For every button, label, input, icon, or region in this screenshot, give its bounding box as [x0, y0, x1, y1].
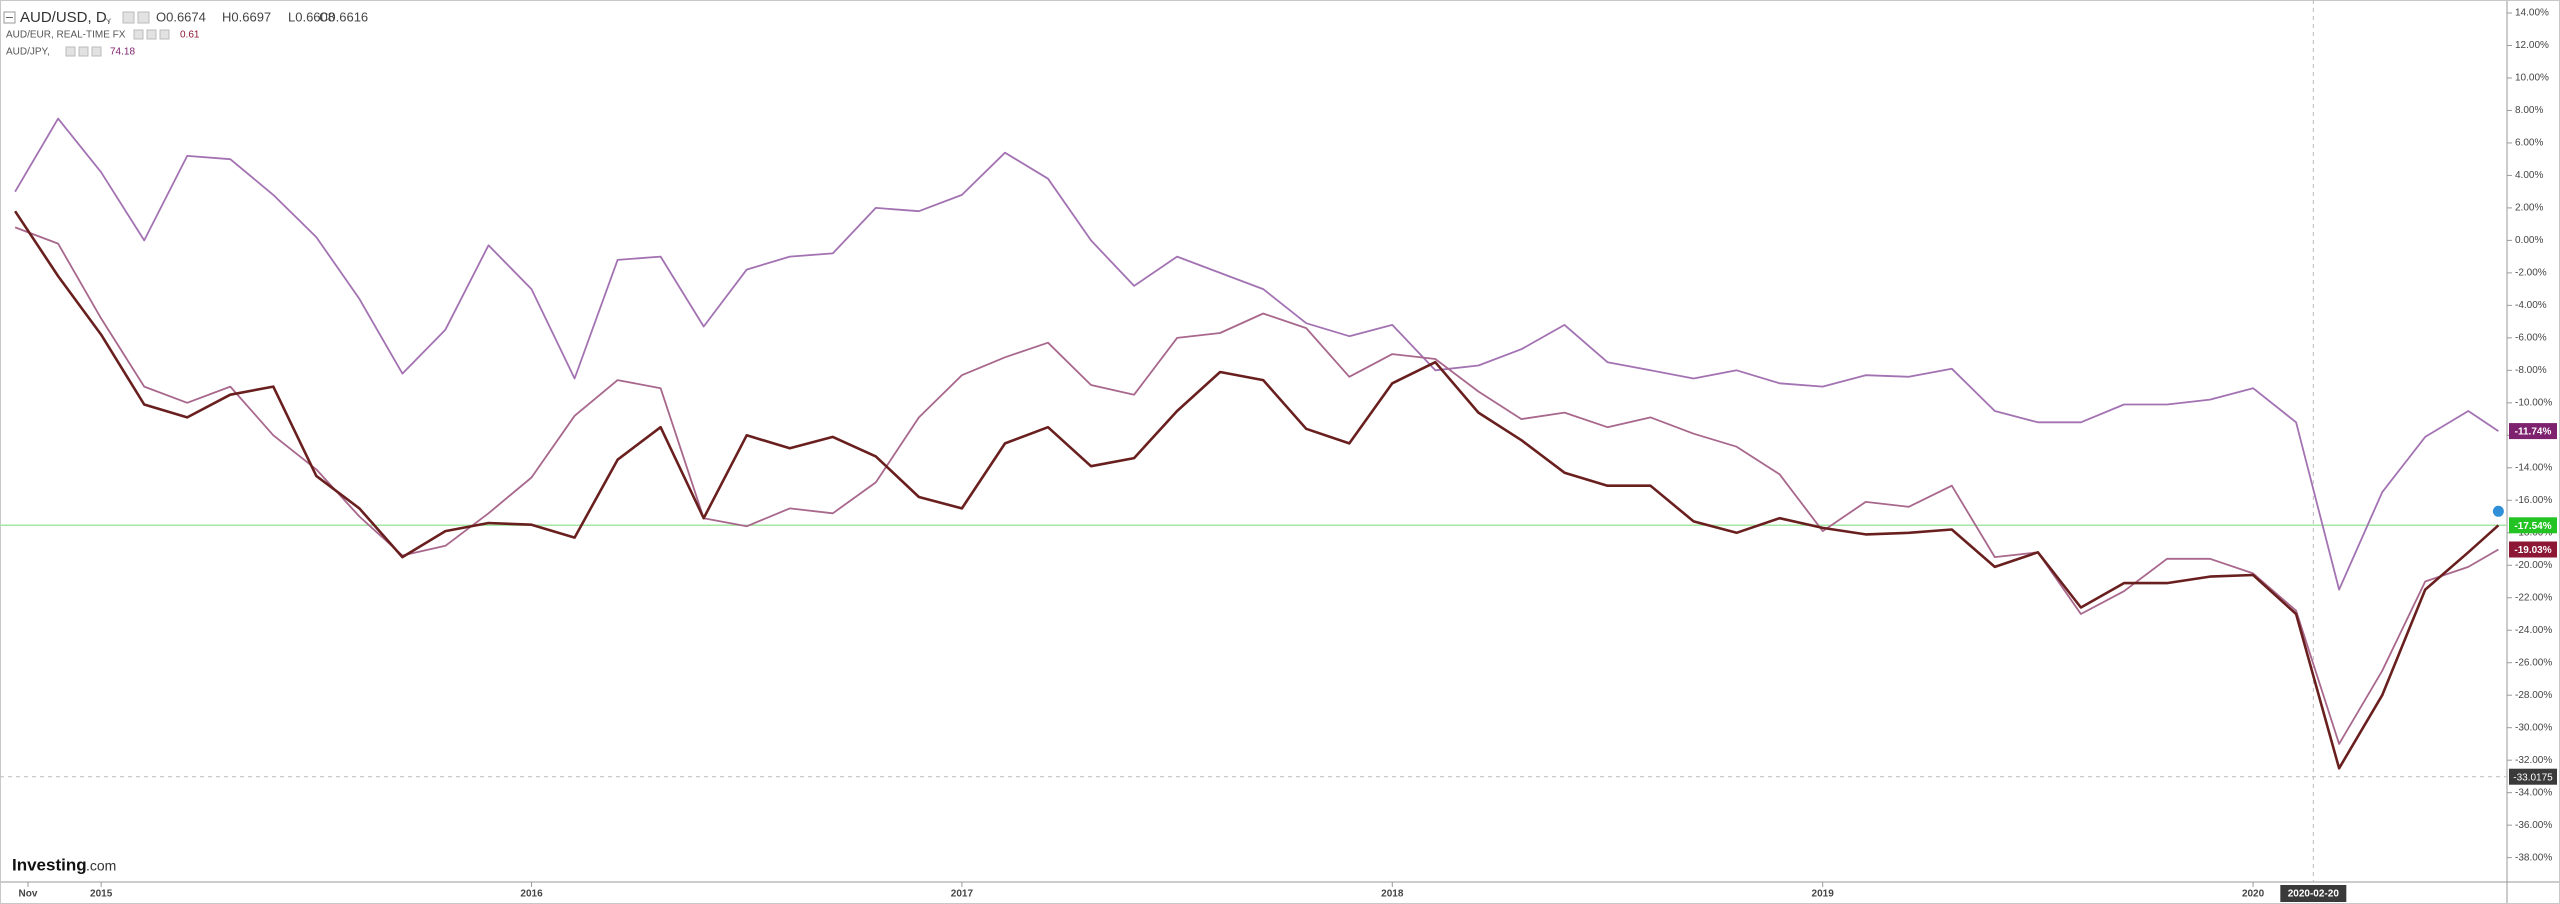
y-tick-label: -36.00%	[2515, 820, 2552, 831]
last-value-label: -19.03%	[2514, 545, 2551, 556]
y-tick-label: -38.00%	[2515, 852, 2552, 863]
y-tick-label: -22.00%	[2515, 592, 2552, 603]
y-tick-label: -34.00%	[2515, 787, 2552, 798]
y-tick-label: -8.00%	[2515, 365, 2547, 376]
crosshair-y-label: -33.0175	[2513, 772, 2553, 783]
y-tick-label: 6.00%	[2515, 138, 2543, 149]
y-tick-label: -28.00%	[2515, 690, 2552, 701]
y-tick-label: 2.00%	[2515, 203, 2543, 214]
last-value-box	[2509, 517, 2557, 534]
last-value-label: -11.74%	[2515, 427, 2552, 438]
x-tick-label: 2020	[2242, 889, 2265, 900]
legend-low: L0.6608	[288, 9, 335, 24]
y-tick-label: -30.00%	[2515, 722, 2552, 733]
x-tick-label: 2019	[1812, 889, 1835, 900]
last-point-marker	[2491, 504, 2505, 518]
y-tick-label: -4.00%	[2515, 300, 2547, 311]
legend-icon[interactable]	[65, 46, 76, 57]
last-value-box	[2509, 423, 2557, 440]
x-tick-label: 2018	[1381, 889, 1404, 900]
y-tick-label: 4.00%	[2515, 170, 2543, 181]
crosshair-y-box	[2509, 768, 2557, 785]
y-tick-label: -10.00%	[2515, 397, 2552, 408]
y-tick-label: -32.00%	[2515, 755, 2552, 766]
watermark: Investing	[12, 855, 87, 874]
y-tick-label: 10.00%	[2515, 73, 2549, 84]
crosshair-x-label: 2020-02-20	[2288, 889, 2340, 900]
x-tick-label: 2016	[520, 889, 543, 900]
y-tick-label: -24.00%	[2515, 625, 2552, 636]
series-line	[14, 117, 2499, 591]
legend-icon[interactable]	[159, 29, 170, 40]
y-tick-label: 8.00%	[2515, 105, 2543, 116]
legend-last: 74.18	[110, 47, 135, 58]
y-tick-label: -6.00%	[2515, 332, 2547, 343]
collapse-icon[interactable]	[3, 11, 16, 24]
y-tick-label: -20.00%	[2515, 560, 2552, 571]
legend-icon[interactable]	[91, 46, 102, 57]
y-tick-label: 0.00%	[2515, 235, 2543, 246]
y-tick-label: -26.00%	[2515, 657, 2552, 668]
crosshair-x-box	[2280, 885, 2347, 902]
legend-high: H0.6697	[222, 9, 271, 24]
legend-close: C0.6616	[319, 9, 368, 24]
x-tick-label: 2015	[90, 889, 113, 900]
legend: AUD/USD, D, ⌄ O0.6674 H0.6697 L0.6608 C0…	[3, 9, 368, 58]
series-line	[14, 226, 2499, 745]
watermark: .com	[86, 858, 116, 874]
y-tick-label: 12.00%	[2515, 40, 2549, 51]
series-line	[14, 210, 2500, 770]
legend-series-name: AUD/JPY,	[6, 47, 50, 58]
legend-series-name: AUD/EUR, REAL-TIME FX	[6, 30, 126, 41]
legend-dropdown[interactable]: ⌄	[103, 9, 114, 24]
last-value-label: -17.54%	[2514, 521, 2551, 532]
legend-icon[interactable]	[137, 11, 150, 24]
y-tick-label: -16.00%	[2515, 495, 2552, 506]
legend-icon[interactable]	[133, 29, 144, 40]
last-value-box	[2509, 541, 2557, 558]
legend-last: 0.61	[180, 30, 200, 41]
y-tick-label: -2.00%	[2515, 268, 2547, 279]
legend-icon[interactable]	[122, 11, 135, 24]
x-tick-label: Nov	[19, 889, 38, 900]
legend-icon[interactable]	[146, 29, 157, 40]
legend-main-name: AUD/USD, D,	[20, 9, 111, 26]
y-tick-label: 14.00%	[2515, 8, 2549, 19]
legend-icon[interactable]	[78, 46, 89, 57]
x-tick-label: 2017	[951, 889, 974, 900]
legend-open: O0.6674	[156, 9, 206, 24]
y-tick-label: -14.00%	[2515, 462, 2552, 473]
